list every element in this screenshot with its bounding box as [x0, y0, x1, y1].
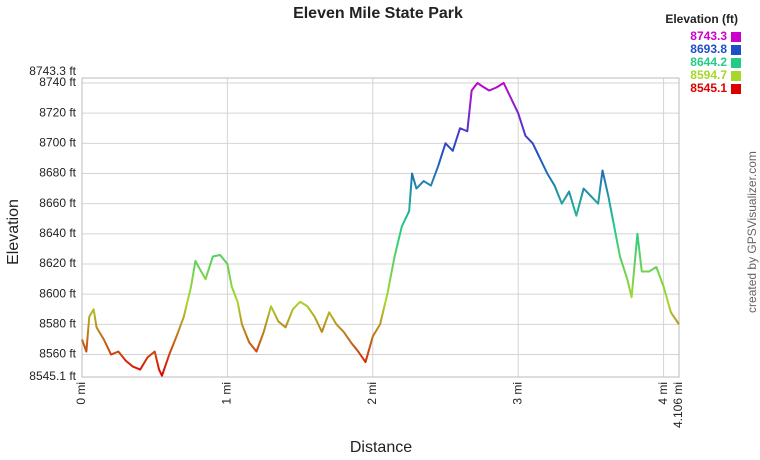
y-tick-label: 8680 ft — [39, 166, 76, 180]
legend-swatch — [731, 32, 741, 42]
x-tick-label: 4 mi — [656, 382, 670, 405]
y-tick-label: 8700 ft — [39, 135, 76, 149]
y-tick-label: 8620 ft — [39, 256, 76, 270]
y-tick-label: 8560 ft — [39, 347, 76, 361]
y-tick-label: 8743.3 ft — [29, 64, 76, 78]
legend-swatch — [731, 71, 741, 81]
elevation-line — [81, 81, 680, 377]
x-tick-label: 3 mi — [510, 382, 524, 405]
x-axis-label: Distance — [350, 439, 412, 456]
legend-label: 8743.3 — [690, 29, 727, 43]
y-tick-label: 8660 ft — [39, 196, 76, 210]
legend-label: 8594.7 — [690, 68, 727, 82]
y-tick-label: 8600 ft — [39, 286, 76, 300]
y-tick-label: 8640 ft — [39, 226, 76, 240]
x-tick-label: 4.106 mi — [671, 382, 685, 428]
legend-swatch — [731, 58, 741, 68]
legend-label: 8545.1 — [690, 81, 727, 95]
legend-title: Elevation (ft) — [665, 12, 738, 26]
x-tick-label: 0 mi — [74, 382, 88, 405]
credit: created by GPSVisualizer.com — [745, 151, 759, 313]
chart-title: Eleven Mile State Park — [293, 5, 463, 22]
legend-swatch — [731, 84, 741, 94]
plot-frame — [81, 77, 680, 378]
legend-label: 8693.8 — [690, 42, 727, 56]
y-tick-label: 8740 ft — [39, 75, 76, 89]
y-tick-label: 8580 ft — [39, 317, 76, 331]
y-tick-label: 8720 ft — [39, 105, 76, 119]
legend-label: 8644.2 — [690, 55, 727, 69]
x-tick-label: 2 mi — [365, 382, 379, 405]
x-tick-label: 1 mi — [220, 382, 234, 405]
legend-swatch — [731, 45, 741, 55]
y-tick-label: 8545.1 ft — [29, 369, 76, 383]
y-axis-label: Elevation — [5, 199, 22, 265]
